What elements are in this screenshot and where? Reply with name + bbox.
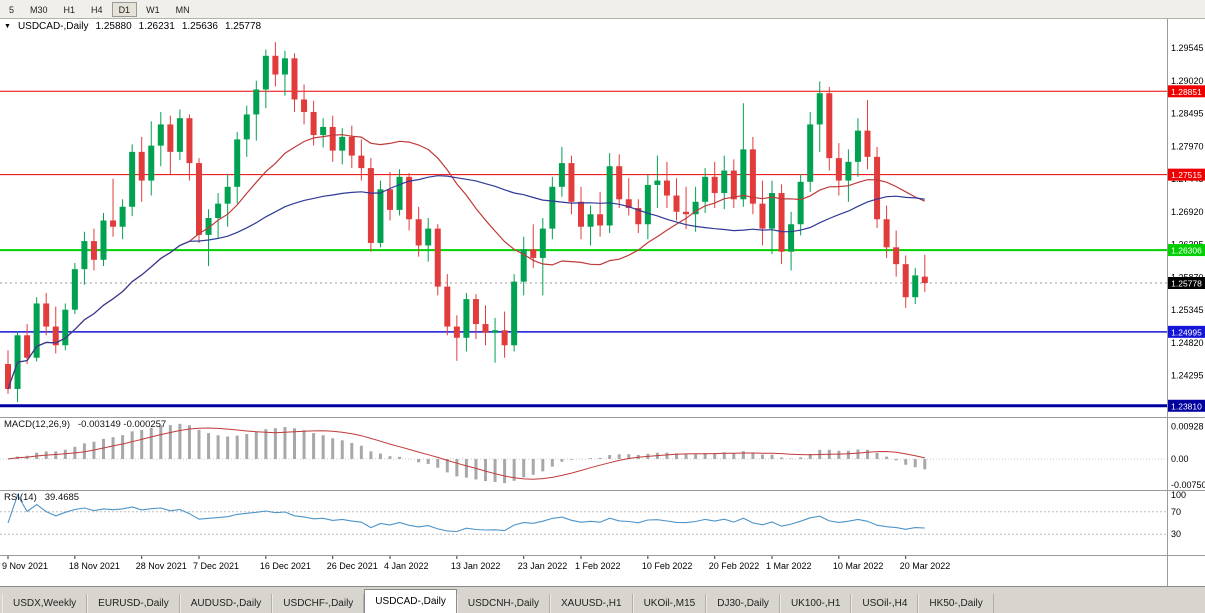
svg-text:1.29020: 1.29020 <box>1171 76 1204 86</box>
candles <box>5 42 928 403</box>
rsi-line <box>7 493 925 533</box>
svg-text:1.26306: 1.26306 <box>1171 246 1202 256</box>
macd-pane: 0.00928 0.00 -0.00750 MACD(12,26,9) -0.003… <box>0 418 1205 491</box>
svg-text:1.28495: 1.28495 <box>1171 109 1204 119</box>
svg-text:1.26920: 1.26920 <box>1171 207 1204 217</box>
svg-text:28 Nov 2021: 28 Nov 2021 <box>136 561 187 571</box>
svg-text:9 Nov 2021: 9 Nov 2021 <box>2 561 48 571</box>
chart-tab-bar: USDX,Weekly EURUSD-,Daily AUDUSD-,Daily USD… <box>0 587 1205 613</box>
price-axis-ticks: 1.295451.290201.284951.279701.274451.269… <box>1171 43 1204 413</box>
svg-text:10 Mar 2022: 10 Mar 2022 <box>833 561 884 571</box>
timeframe-button-d1[interactable]: D1 <box>111 1 138 17</box>
svg-text:1.27970: 1.27970 <box>1171 141 1204 151</box>
svg-text:1.23810: 1.23810 <box>1171 401 1202 411</box>
svg-text:20 Feb 2022: 20 Feb 2022 <box>709 561 760 571</box>
svg-text:1.24820: 1.24820 <box>1171 338 1204 348</box>
svg-text:-0.00750: -0.00750 <box>1171 480 1205 490</box>
price-chart-canvas[interactable]: 1.295451.290201.284951.279701.274451.269… <box>0 19 1205 417</box>
timeframe-button-m30[interactable]: M30 <box>30 4 48 15</box>
svg-text:13 Jan 2022: 13 Jan 2022 <box>451 561 501 571</box>
tab-dj30-daily[interactable]: DJ30-,Daily <box>706 594 780 613</box>
svg-text:7 Dec 2021: 7 Dec 2021 <box>193 561 239 571</box>
timeframe-button-5[interactable]: 5 <box>9 4 15 15</box>
time-axis-canvas: 9 Nov 2021 18 Nov 2021 28 Nov 2021 7 Dec 20… <box>2 556 1168 586</box>
timeframe-button-h4[interactable]: H4 <box>91 4 103 15</box>
level-lines <box>0 90 1167 408</box>
svg-text:100: 100 <box>1171 491 1186 500</box>
svg-text:1.28851: 1.28851 <box>1171 87 1202 97</box>
svg-text:0.00928: 0.00928 <box>1171 422 1204 432</box>
timeframe-button-w1[interactable]: W1 <box>146 4 160 15</box>
timeframe-button-mn[interactable]: MN <box>175 4 190 15</box>
svg-text:16 Dec 2021: 16 Dec 2021 <box>260 561 311 571</box>
moving-averages <box>7 134 926 390</box>
svg-text:0.00: 0.00 <box>1171 454 1189 464</box>
time-axis: 9 Nov 2021 18 Nov 2021 28 Nov 2021 7 Dec 20… <box>0 556 1205 587</box>
svg-text:1.25778: 1.25778 <box>1171 279 1202 289</box>
svg-text:1 Feb 2022: 1 Feb 2022 <box>575 561 621 571</box>
tab-usdcad-daily[interactable]: USDCAD-,Daily <box>364 589 457 613</box>
symbol-dropdown-icon[interactable]: ▼ <box>4 23 11 30</box>
svg-text:26 Dec 2021: 26 Dec 2021 <box>327 561 378 571</box>
rsi-canvas[interactable]: 100 70 30 <box>0 491 1205 555</box>
tab-xauusd-h1[interactable]: XAUUSD-,H1 <box>549 594 633 613</box>
tab-ukoil-m15[interactable]: UKOil-,M15 <box>632 594 707 613</box>
svg-text:23 Jan 2022: 23 Jan 2022 <box>518 561 568 571</box>
svg-text:30: 30 <box>1171 529 1181 539</box>
macd-signal-line <box>7 427 925 480</box>
svg-text:18 Nov 2021: 18 Nov 2021 <box>69 561 120 571</box>
tab-usoil-h4[interactable]: USOil-,H4 <box>851 594 919 613</box>
macd-canvas[interactable]: 0.00928 0.00 -0.00750 <box>0 418 1205 490</box>
rsi-pane: 100 70 30 RSI(14) 39.4685 <box>0 491 1205 556</box>
timeframe-button-h1[interactable]: H1 <box>63 4 76 15</box>
tab-eurusd-daily[interactable]: EURUSD-,Daily <box>87 594 180 613</box>
tab-usdchf-daily[interactable]: USDCHF-,Daily <box>272 594 365 613</box>
tab-hk50-daily[interactable]: HK50-,Daily <box>918 594 994 613</box>
svg-text:1.27515: 1.27515 <box>1171 170 1202 180</box>
tab-usdx-weekly[interactable]: USDX,Weekly <box>2 594 88 613</box>
macd-histogram <box>16 423 927 484</box>
timeframe-toolbar: 5 M30 H1 H4 D1 W1 MN <box>0 0 1205 19</box>
tab-usdcnh-daily[interactable]: USDCNH-,Daily <box>456 594 550 613</box>
svg-text:1 Mar 2022: 1 Mar 2022 <box>766 561 812 571</box>
svg-text:70: 70 <box>1171 507 1181 517</box>
price-badges: 1.28851 1.27515 1.26306 1.24995 1.23810 1.257… <box>1168 85 1205 412</box>
svg-text:10 Feb 2022: 10 Feb 2022 <box>642 561 693 571</box>
svg-text:1.24995: 1.24995 <box>1171 327 1202 337</box>
svg-text:1.25345: 1.25345 <box>1171 305 1204 315</box>
svg-text:4 Jan 2022: 4 Jan 2022 <box>384 561 429 571</box>
price-chart-pane: 1.295451.290201.284951.279701.274451.269… <box>0 19 1205 418</box>
svg-text:1.29545: 1.29545 <box>1171 43 1204 53</box>
tab-audusd-daily[interactable]: AUDUSD-,Daily <box>179 594 273 613</box>
tab-uk100-h1[interactable]: UK100-,H1 <box>779 594 852 613</box>
svg-text:1.24295: 1.24295 <box>1171 371 1204 381</box>
svg-text:20 Mar 2022: 20 Mar 2022 <box>900 561 951 571</box>
